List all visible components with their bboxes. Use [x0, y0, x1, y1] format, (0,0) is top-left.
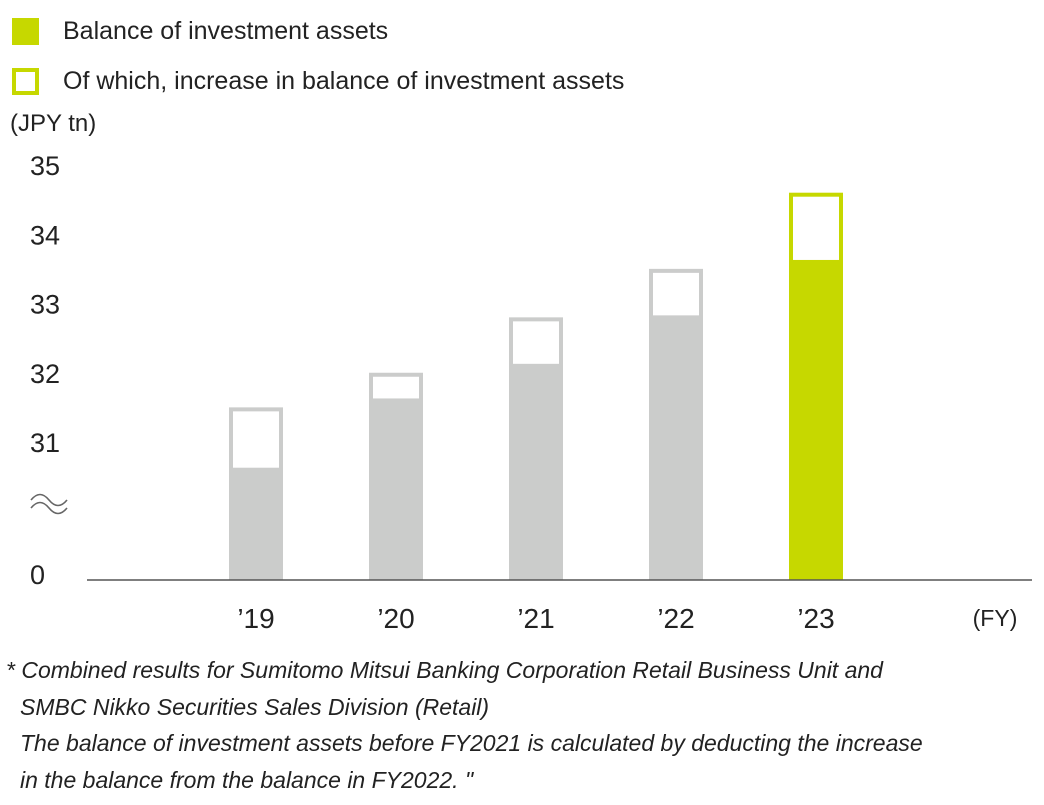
- x-tick-label: ’23: [797, 603, 834, 634]
- x-tick-label: ’20: [377, 603, 414, 634]
- x-tick-label: ’22: [657, 603, 694, 634]
- footnote: * Combined results for Sumitomo Mitsui B…: [6, 652, 1042, 798]
- y-tick-label: 34: [30, 220, 60, 250]
- bar-balance: [649, 317, 703, 580]
- footnote-line: The balance of investment assets before …: [20, 730, 923, 756]
- y-axis-unit-label: (JPY tn): [10, 110, 97, 137]
- bar-increase: [509, 317, 563, 368]
- legend-item-balance: Balance of investment assets: [12, 6, 624, 56]
- x-axis-unit-label: (FY): [973, 605, 1018, 631]
- bar-increase: [789, 192, 843, 264]
- bar-increase: [229, 407, 283, 472]
- bar-chart: 0 31 32 33 34 35 ’19 ’20 ’21 ’22 ’23 (FY): [30, 151, 1032, 634]
- bar-increase: [649, 268, 703, 320]
- legend-swatch-filled: [12, 17, 39, 45]
- y-tick-label: 32: [30, 359, 60, 389]
- chart-legend: Balance of investment assets Of which, i…: [12, 6, 624, 106]
- legend-label: Of which, increase in balance of investm…: [63, 66, 625, 95]
- footnote-line: in the balance from the balance in FY202…: [20, 766, 474, 793]
- y-tick-label: 33: [30, 290, 60, 320]
- y-tick-label: 0: [30, 560, 45, 590]
- legend-label: Balance of investment assets: [63, 16, 389, 45]
- bar-balance: [509, 365, 563, 580]
- legend-swatch-outline: [12, 67, 39, 95]
- bar-balance: [229, 469, 283, 580]
- bar-increase: [369, 372, 423, 403]
- footnote-line: * Combined results for Sumitomo Mitsui B…: [6, 657, 883, 683]
- y-tick-label: 31: [30, 428, 60, 458]
- axis-break-icon: [30, 501, 68, 515]
- x-tick-label: ’19: [237, 603, 274, 634]
- x-tick-label: ’21: [517, 603, 554, 634]
- axis-break-icon: [30, 493, 68, 507]
- bar-balance: [369, 400, 423, 580]
- y-tick-label: 35: [30, 151, 60, 181]
- footnote-line: SMBC Nikko Securities Sales Division (Re…: [20, 693, 490, 720]
- legend-item-increase: Of which, increase in balance of investm…: [12, 56, 624, 106]
- bar-balance: [789, 261, 843, 580]
